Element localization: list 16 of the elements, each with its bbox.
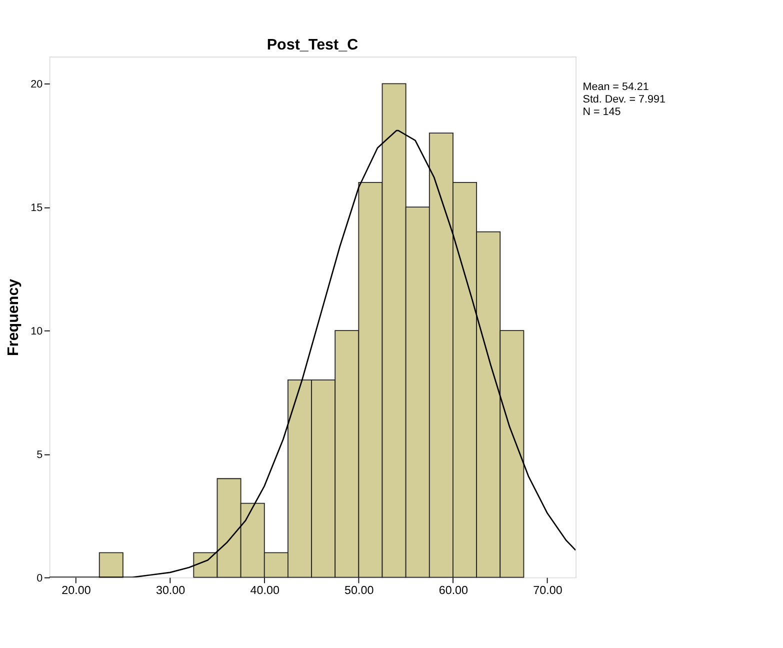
chart-title: Post_Test_C [266,36,358,54]
x-tick-label: 20.00 [62,584,92,597]
y-axis-title: Frequency [5,278,22,356]
x-tick-label: 60.00 [438,584,469,597]
x-tick-label: 40.00 [250,584,280,597]
y-tick-label: 15 [30,202,43,214]
y-tick-label: 5 [36,448,43,461]
x-tick-label: 30.00 [156,584,186,597]
y-tick-label: 10 [30,326,43,338]
text: Mean = 54.21 [582,80,649,93]
x-tick-label: 70.00 [533,584,563,597]
y-tick-label: 0 [36,572,43,584]
x-tick-label: 50.00 [344,584,374,597]
text: Std. Dev. = 7.991 [582,93,666,106]
y-tick-label: 20 [30,78,43,91]
text: N = 145 [582,106,621,118]
